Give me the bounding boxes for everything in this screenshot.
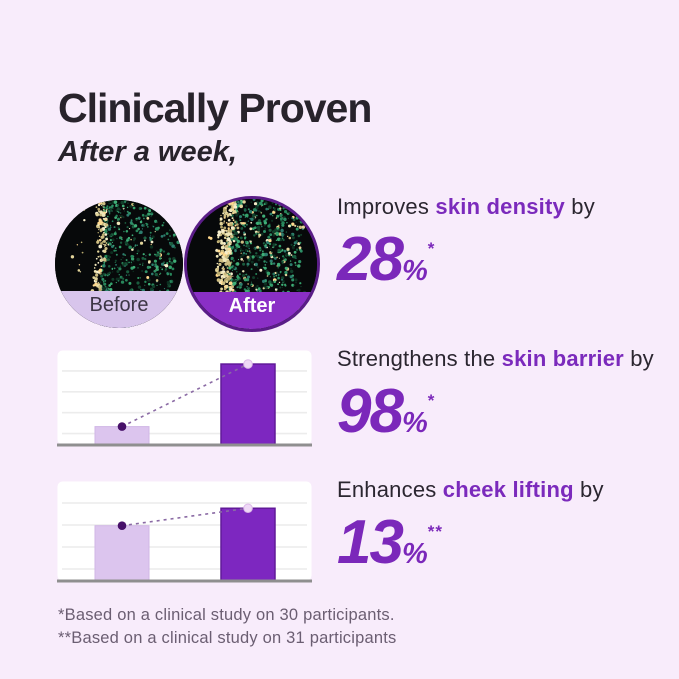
footnote-2: **Based on a clinical study on 31 partic… bbox=[58, 629, 397, 647]
before-photo: Before bbox=[55, 200, 183, 328]
claim-highlight: skin density bbox=[435, 194, 565, 219]
after-label: After bbox=[228, 295, 276, 317]
claim-prefix: Strengthens the bbox=[337, 346, 496, 371]
after-photo: After bbox=[184, 196, 320, 332]
footnote-marker: ** bbox=[427, 522, 443, 541]
claim-highlight: cheek lifting bbox=[442, 477, 574, 502]
bar-chart-cheek-lifting bbox=[57, 481, 312, 583]
claim-skin-density: Improves skin density by 28%* bbox=[337, 194, 667, 291]
claim-highlight: skin barrier bbox=[501, 346, 624, 371]
claim-suffix: by bbox=[571, 194, 595, 219]
claim-cheek-lifting-text: Enhances cheek lifting by bbox=[337, 477, 667, 503]
percent-sign: % bbox=[401, 538, 428, 570]
claim-number: 98 bbox=[337, 377, 404, 446]
claim-cheek-lifting-value: 13%** bbox=[337, 512, 667, 574]
before-label: Before bbox=[89, 294, 149, 316]
claim-prefix: Improves bbox=[337, 194, 430, 219]
page-subtitle: After a week, bbox=[58, 136, 237, 168]
after-label-band: After bbox=[187, 292, 317, 329]
claim-number: 28 bbox=[337, 225, 404, 294]
claim-skin-barrier-value: 98%* bbox=[337, 381, 667, 443]
claim-skin-density-value: 28%* bbox=[337, 229, 667, 291]
claim-prefix: Enhances bbox=[337, 477, 437, 502]
claim-skin-barrier: Strengthens the skin barrier by 98%* bbox=[337, 346, 667, 443]
claim-skin-barrier-text: Strengthens the skin barrier by bbox=[337, 346, 667, 372]
footnotes: *Based on a clinical study on 30 partici… bbox=[58, 604, 396, 650]
claim-suffix: by bbox=[580, 477, 604, 502]
claim-suffix: by bbox=[630, 346, 654, 371]
footnote-marker: * bbox=[427, 391, 436, 410]
claim-cheek-lifting: Enhances cheek lifting by 13%** bbox=[337, 477, 667, 574]
footnote-1: *Based on a clinical study on 30 partici… bbox=[58, 606, 395, 624]
percent-sign: % bbox=[401, 407, 428, 439]
footnote-marker: * bbox=[427, 239, 436, 258]
claim-skin-density-text: Improves skin density by bbox=[337, 194, 667, 220]
bar-chart-skin-barrier bbox=[57, 350, 312, 447]
percent-sign: % bbox=[401, 255, 428, 287]
page-title: Clinically Proven bbox=[58, 85, 372, 132]
claim-number: 13 bbox=[337, 508, 404, 577]
before-label-band: Before bbox=[55, 291, 183, 328]
